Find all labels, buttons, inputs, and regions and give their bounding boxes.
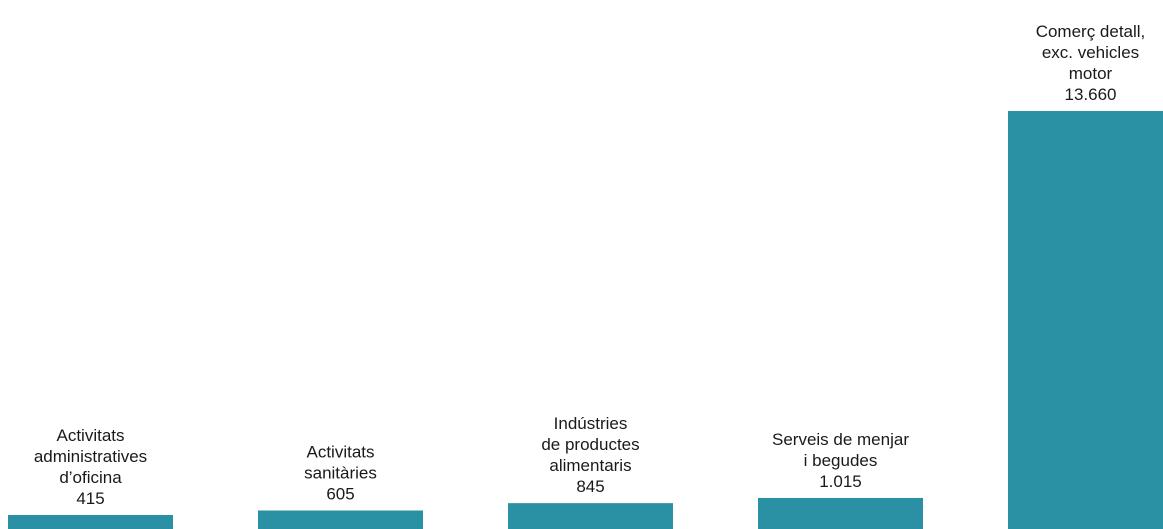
- category-label-4-line-2: i begudes: [804, 451, 878, 470]
- category-label-3-line-3: alimentaris: [549, 456, 631, 475]
- bar-2: [258, 510, 423, 529]
- bar-4: [758, 497, 923, 529]
- value-label-1: 415: [76, 489, 104, 508]
- category-label-1-line-1: Activitats: [56, 426, 124, 445]
- category-label-2-line-1: Activitats: [306, 442, 374, 461]
- category-label-2-line-2: sanitàries: [304, 463, 377, 482]
- category-label-4-line-1: Serveis de menjar: [772, 430, 909, 449]
- labels-group: Activitats administratives d’oficina 415 Act…: [34, 22, 1145, 508]
- category-label-5-line-3: motor: [1069, 64, 1113, 83]
- value-label-5: 13.660: [1065, 85, 1117, 104]
- value-label-3: 845: [576, 477, 604, 496]
- bar-3: [508, 503, 673, 529]
- category-label-3-line-2: de productes: [541, 435, 639, 454]
- category-label-1-line-3: d’oficina: [59, 468, 122, 487]
- bar-1: [8, 515, 173, 529]
- category-label-5-line-1: Comerç detall,: [1036, 22, 1146, 41]
- value-label-4: 1.015: [819, 472, 862, 491]
- category-label-1-line-2: administratives: [34, 447, 147, 466]
- bars-group: [8, 111, 1163, 529]
- category-label-5-line-2: exc. vehicles: [1042, 43, 1139, 62]
- category-label-3-line-1: Indústries: [554, 414, 628, 433]
- value-label-2: 605: [326, 484, 354, 503]
- bar-5: [1008, 111, 1163, 529]
